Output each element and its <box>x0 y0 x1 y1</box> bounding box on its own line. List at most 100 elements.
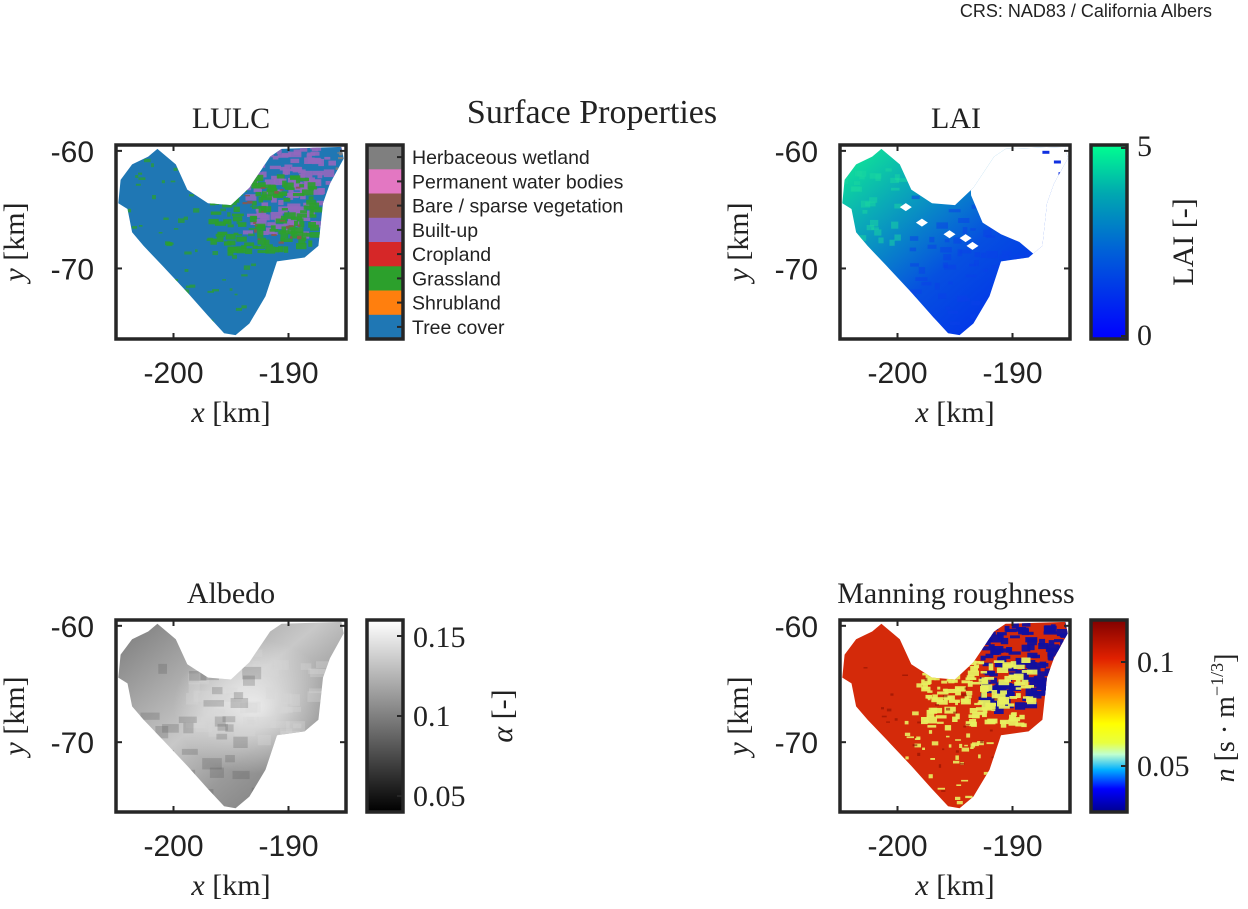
raster-cell <box>989 324 994 329</box>
raster-cell <box>983 229 992 237</box>
raster-cell <box>885 168 892 172</box>
raster-cell <box>323 205 330 213</box>
raster-cell <box>974 252 980 258</box>
raster-cell <box>1022 674 1029 680</box>
raster-cell <box>203 700 224 707</box>
raster-cell <box>955 713 960 720</box>
raster-cell <box>226 187 237 190</box>
raster-cell <box>291 231 304 239</box>
raster-cell <box>310 668 326 678</box>
raster-cell <box>1056 233 1067 237</box>
raster-cell <box>182 288 187 293</box>
raster-cell <box>1013 675 1022 679</box>
raster-cell <box>928 730 933 734</box>
raster-cell <box>947 669 954 677</box>
raster-cell <box>966 675 975 680</box>
raster-cell <box>288 151 302 158</box>
raster-cell <box>1000 637 1009 645</box>
raster-cell <box>189 194 194 197</box>
raster-cell <box>1016 286 1023 291</box>
raster-cell <box>917 752 921 756</box>
raster-cell <box>1057 679 1066 688</box>
raster-cell <box>216 693 236 702</box>
raster-cell <box>905 756 909 760</box>
raster-cell <box>981 677 989 685</box>
raster-cell <box>236 234 243 236</box>
raster-cell <box>974 325 986 328</box>
raster-cell <box>972 742 979 747</box>
raster-cell <box>1052 304 1058 308</box>
nodata-cell <box>915 218 928 227</box>
raster-cell <box>208 724 218 737</box>
map-lulc <box>118 146 344 336</box>
raster-cell <box>255 223 266 231</box>
x-tick-label: -200 <box>143 830 203 863</box>
raster-cell <box>227 246 238 251</box>
raster-cell <box>213 189 220 193</box>
raster-cell <box>964 695 969 703</box>
raster-cell <box>955 796 961 800</box>
raster-cell <box>1051 683 1064 689</box>
raster-cell <box>307 691 326 702</box>
raster-cell <box>924 324 935 328</box>
raster-cell <box>258 205 267 213</box>
raster-cell <box>862 209 868 214</box>
raster-cell <box>290 231 295 237</box>
raster-cell <box>308 157 321 164</box>
raster-cell <box>947 310 959 314</box>
raster-cell <box>279 166 287 171</box>
raster-cell <box>988 644 995 648</box>
raster-cell <box>1025 688 1033 697</box>
panel-lulc: LULC -200 -190 -60 -70 x [km] y [km] Herbaceo… <box>0 102 624 429</box>
raster-cell <box>280 728 293 737</box>
raster-cell <box>183 216 188 220</box>
raster-cell <box>963 725 967 728</box>
raster-cell <box>978 661 985 665</box>
raster-cell <box>896 178 908 182</box>
raster-cell <box>217 231 228 236</box>
raster-cell <box>244 175 251 182</box>
raster-cell <box>195 722 213 732</box>
raster-cell <box>1005 329 1011 335</box>
raster-cell <box>194 716 205 728</box>
raster-cell <box>1008 703 1015 707</box>
raster-cell <box>1018 282 1028 286</box>
raster-cell <box>249 215 257 223</box>
raster-cell <box>283 246 289 253</box>
raster-cell <box>185 285 190 289</box>
raster-cell <box>1010 661 1017 668</box>
raster-cell <box>274 660 289 670</box>
raster-cell <box>188 673 210 685</box>
raster-cell <box>949 658 954 663</box>
raster-cell <box>274 224 284 229</box>
raster-cell <box>961 747 970 752</box>
raster-cell <box>918 267 926 274</box>
raster-cell <box>316 661 329 668</box>
raster-cell <box>252 664 271 674</box>
raster-cell <box>268 185 277 190</box>
raster-cell <box>915 171 927 179</box>
raster-cell <box>269 229 279 232</box>
raster-cell <box>1016 281 1027 288</box>
raster-cell <box>253 221 257 224</box>
raster-cell <box>135 183 141 186</box>
raster-cell <box>980 635 990 640</box>
raster-cell <box>164 750 174 761</box>
raster-cell <box>238 645 248 652</box>
raster-cell <box>231 213 244 217</box>
raster-cell <box>229 288 233 291</box>
raster-cell <box>980 655 986 661</box>
raster-cell <box>127 779 144 792</box>
raster-cell <box>290 694 300 706</box>
raster-cell <box>234 198 238 203</box>
raster-cell <box>981 637 991 646</box>
raster-cell <box>980 252 986 258</box>
raster-cell <box>271 234 277 236</box>
raster-cell <box>223 193 227 196</box>
raster-cell <box>307 182 316 189</box>
raster-cell <box>914 738 921 740</box>
raster-cell <box>971 204 979 209</box>
x-tick-label: -200 <box>867 830 927 863</box>
raster-cell <box>909 247 917 252</box>
raster-cell <box>927 698 931 701</box>
